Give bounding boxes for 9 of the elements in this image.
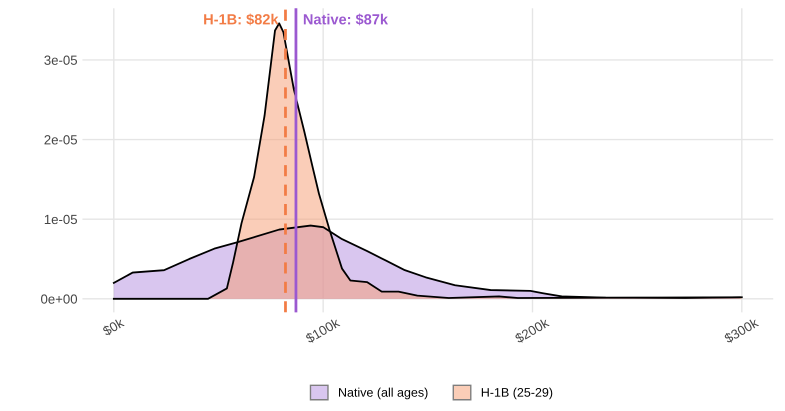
ref-line-label: Native: $87k <box>304 14 388 26</box>
legend-label: H-1B (25-29) <box>482 388 552 400</box>
y-tick-label: 0e+00 <box>41 294 78 304</box>
ref-line-label: H-1B: $82k <box>204 14 279 26</box>
legend-label: Native (all ages) <box>339 388 428 400</box>
x-tick-label: $0k <box>102 317 126 337</box>
y-tick-label: 2e-05 <box>44 135 78 144</box>
y-tick-label: 1e-05 <box>44 214 78 224</box>
y-tick-label: 3e-05 <box>44 56 78 65</box>
